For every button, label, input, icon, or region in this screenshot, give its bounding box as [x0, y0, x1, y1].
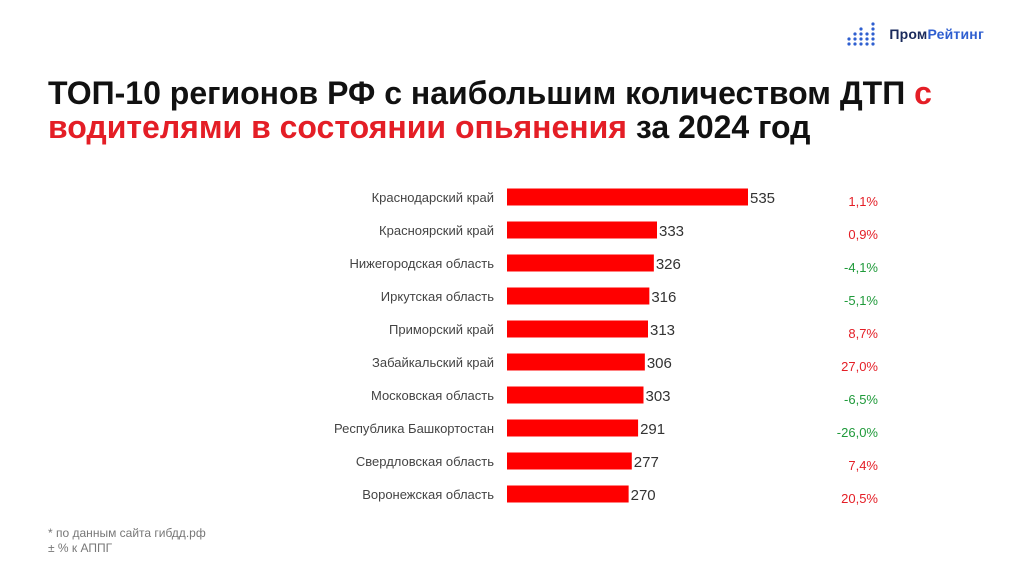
- bar: [507, 485, 629, 503]
- bar: [507, 287, 650, 305]
- bar: [507, 320, 648, 338]
- category-label: Республика Башкортостан: [334, 421, 494, 436]
- category-label: Нижегородская область: [349, 256, 494, 271]
- value-label: 333: [659, 223, 684, 240]
- change-label: 8,7%: [848, 326, 878, 341]
- value-label: 277: [634, 454, 659, 471]
- value-label: 306: [647, 355, 672, 372]
- value-label: 535: [750, 190, 775, 207]
- bar: [507, 452, 632, 470]
- category-label: Краснодарский край: [372, 190, 494, 205]
- dots-logo-icon: [847, 22, 875, 46]
- category-label: Приморский край: [389, 322, 494, 337]
- value-label: 303: [645, 388, 670, 405]
- footnote-legend: ± % к АППГ: [48, 541, 113, 555]
- brand-name-part2: Рейтинг: [927, 26, 984, 42]
- change-label: -6,5%: [844, 392, 878, 407]
- title-part1: ТОП-10 регионов РФ с наибольшим количест…: [48, 75, 915, 111]
- bar: [507, 188, 748, 206]
- bar: [507, 353, 645, 371]
- category-label: Иркутская область: [381, 289, 494, 304]
- value-label: 313: [650, 322, 675, 339]
- brand-logo: ПромРейтинг: [847, 20, 984, 48]
- brand-name-part1: Пром: [889, 26, 928, 42]
- bar: [507, 254, 654, 272]
- value-label: 270: [631, 487, 656, 504]
- bar: [507, 419, 639, 437]
- value-label: 316: [651, 289, 676, 306]
- change-label: -5,1%: [844, 293, 878, 308]
- bar: [507, 386, 644, 404]
- category-label: Воронежская область: [362, 487, 494, 502]
- value-label: 291: [640, 421, 665, 438]
- category-label: Забайкальский край: [372, 355, 494, 370]
- brand-name: ПромРейтинг: [889, 26, 984, 42]
- change-label: 0,9%: [848, 227, 878, 242]
- change-label: 20,5%: [841, 491, 878, 506]
- change-label: -4,1%: [844, 260, 878, 275]
- title-part2: за 2024 год: [626, 109, 811, 145]
- title-highlight: с водителями в состоянии опьянения: [48, 75, 932, 145]
- change-label: 27,0%: [841, 359, 878, 374]
- page-title: ТОП-10 регионов РФ с наибольшим количест…: [48, 76, 948, 144]
- category-label: Свердловская область: [356, 454, 494, 469]
- value-label: 326: [656, 256, 681, 273]
- change-label: 7,4%: [848, 458, 878, 473]
- footnote-source: * по данным сайта гибдд.рф: [48, 526, 206, 540]
- category-label: Красноярский край: [379, 223, 494, 238]
- category-label: Московская область: [371, 388, 494, 403]
- change-label: 1,1%: [848, 194, 878, 209]
- bar: [507, 221, 658, 239]
- footnotes: * по данным сайта гибдд.рф ± % к АППГ: [48, 526, 206, 556]
- change-label: -26,0%: [837, 425, 879, 440]
